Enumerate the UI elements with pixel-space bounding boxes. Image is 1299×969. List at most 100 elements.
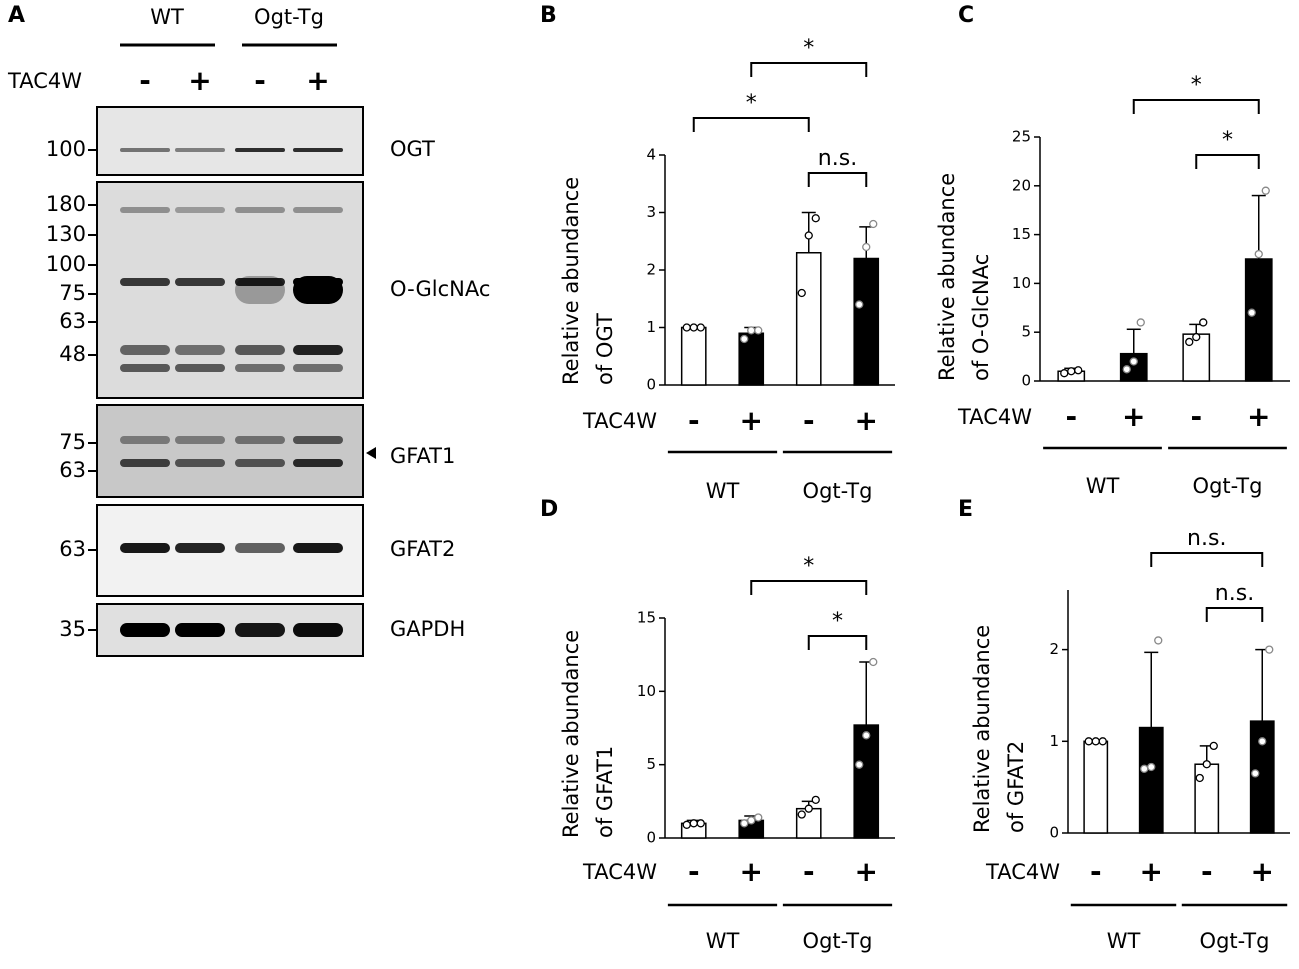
data-point [1185, 337, 1194, 347]
data-point [740, 819, 749, 828]
bar [1083, 740, 1109, 834]
band [120, 345, 170, 355]
marker-label: 130 [46, 222, 86, 246]
band [120, 148, 170, 152]
bar [853, 724, 880, 839]
x-tick-label: - [1090, 855, 1102, 888]
band [175, 345, 225, 355]
x-tick-label: - [688, 855, 700, 888]
data-point [1254, 249, 1263, 259]
band [175, 278, 225, 286]
row-label: TAC4W [582, 860, 657, 884]
x-tick-label: + [1251, 855, 1274, 888]
marker-label: 75 [59, 430, 86, 454]
band [293, 207, 343, 213]
y-tick-label: 2 [646, 261, 656, 279]
x-tick-label: + [855, 404, 878, 437]
data-point [811, 795, 820, 805]
data-point [747, 816, 756, 825]
data-point [1129, 357, 1138, 366]
y-tick-label: 15 [1012, 225, 1031, 243]
x-tick-label: - [1190, 400, 1202, 433]
significance-label: n.s. [1187, 526, 1226, 551]
panel-label: A [8, 3, 25, 28]
significance-label: * [803, 554, 814, 579]
band [235, 364, 285, 372]
data-point [1074, 366, 1083, 375]
panel-name: GFAT2 [390, 537, 455, 561]
blot-box [96, 404, 364, 498]
panel-label: C [958, 3, 974, 28]
blot-box [96, 106, 364, 176]
data-point [1202, 760, 1211, 769]
panel-name: OGT [390, 137, 435, 161]
bar [680, 326, 707, 386]
group-label: Ogt-Tg [1200, 929, 1270, 953]
data-point [1140, 764, 1149, 773]
sign: - [139, 64, 151, 97]
significance-bracket [807, 635, 868, 650]
band [235, 436, 285, 444]
data-point [855, 300, 864, 309]
significance-bracket [1205, 607, 1264, 622]
x-tick-label: + [740, 855, 763, 888]
group-label: Ogt-Tg [254, 5, 324, 29]
data-point [1265, 645, 1274, 654]
band [293, 459, 343, 467]
arrowhead [366, 447, 376, 459]
y-axis-label: Relative abundance [559, 177, 583, 385]
data-point [1195, 773, 1204, 783]
band [175, 459, 225, 467]
data-point [696, 323, 705, 332]
significance-label: n.s. [818, 146, 857, 171]
x-tick-label: - [1065, 400, 1077, 433]
marker-label: 180 [46, 192, 86, 216]
marker-label: 100 [46, 252, 86, 276]
data-point [747, 326, 756, 335]
band [235, 278, 285, 286]
significance-label: * [803, 36, 814, 61]
band [235, 623, 285, 637]
y-tick-label: 0 [1021, 372, 1031, 390]
data-point [754, 326, 763, 335]
data-point [696, 819, 705, 828]
data-point [869, 657, 878, 667]
group-label: WT [1107, 929, 1141, 953]
group-label: WT [706, 479, 740, 503]
sign: - [254, 64, 266, 97]
data-point [811, 214, 820, 223]
marker-label: 75 [59, 281, 86, 305]
y-axis-label: Relative abundance [935, 173, 959, 381]
band [293, 276, 343, 304]
data-point [1154, 636, 1163, 645]
group-label: Ogt-Tg [803, 929, 873, 953]
band [120, 543, 170, 553]
y-tick-label: 0 [1049, 824, 1059, 842]
panel-label: B [540, 3, 557, 28]
data-point [1098, 737, 1107, 746]
y-tick-label: 25 [1012, 128, 1031, 146]
panel-label: E [958, 497, 973, 522]
group-label: WT [706, 929, 740, 953]
panel-label: D [540, 497, 558, 522]
data-point [1247, 308, 1256, 317]
band [175, 623, 225, 637]
band [293, 543, 343, 553]
panel-name: O-GlcNAc [390, 277, 490, 301]
data-point [1192, 332, 1201, 342]
band [235, 459, 285, 467]
y-tick-label: 10 [637, 682, 656, 700]
band [293, 345, 343, 355]
data-point [740, 334, 749, 344]
group-label: Ogt-Tg [1193, 474, 1263, 498]
marker-label: 63 [59, 537, 86, 561]
data-point [1067, 367, 1076, 376]
significance-bracket [1195, 154, 1260, 169]
data-point [797, 810, 806, 819]
significance-bracket [1132, 99, 1260, 114]
y-tick-label: 5 [1021, 323, 1031, 341]
y-tick-label: 15 [637, 609, 656, 627]
significance-bracket [750, 62, 868, 77]
band [235, 345, 285, 355]
